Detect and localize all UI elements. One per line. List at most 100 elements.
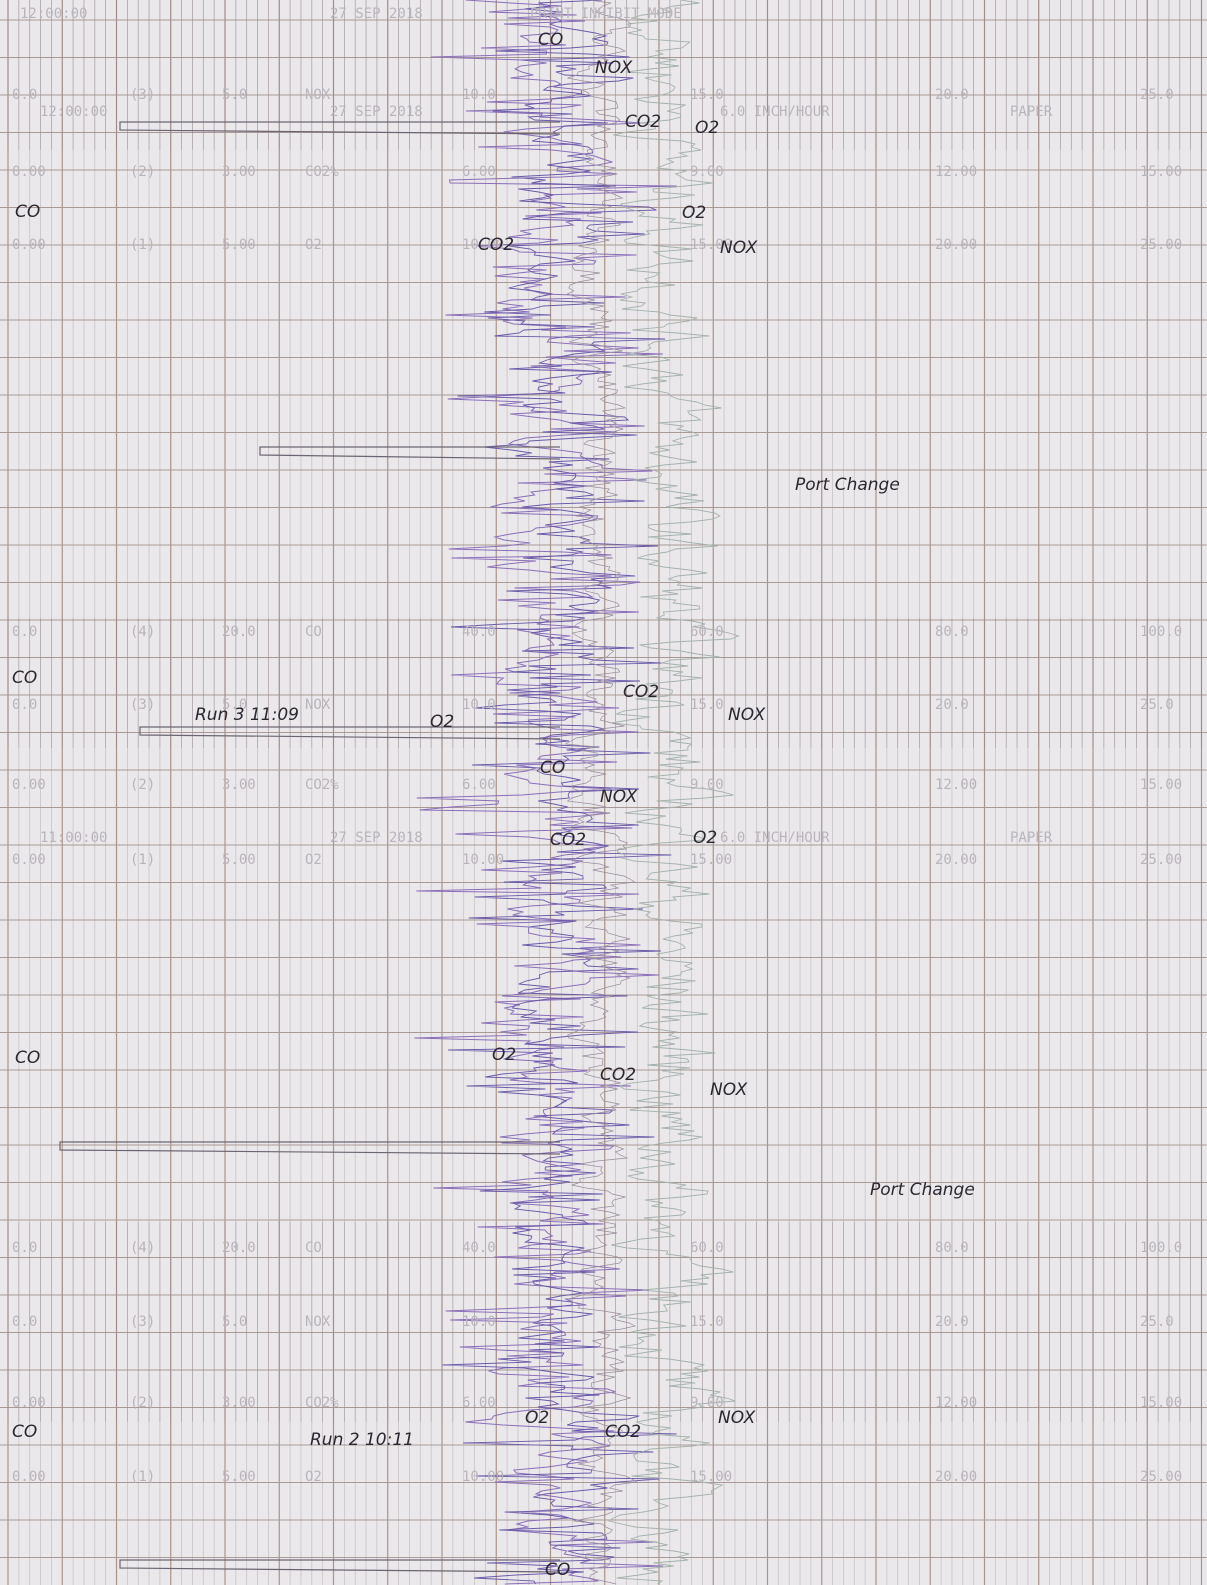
annotation: O2 <box>695 118 719 138</box>
scale-label: 5.00 <box>222 1469 256 1485</box>
scale-label: PAPER <box>1010 104 1053 120</box>
scale-label: 20.00 <box>935 1469 977 1485</box>
scale-label: 25.0 <box>1140 87 1174 103</box>
scale-label: 3.00 <box>222 777 256 793</box>
scale-label: 0.00 <box>12 777 46 793</box>
scale-label: (3) <box>130 1314 155 1330</box>
annotation: Run 2 10:11 <box>310 1430 414 1450</box>
scale-label: 25.00 <box>1140 237 1182 253</box>
scale-label: 12.00 <box>935 1395 977 1411</box>
annotation: Port Change <box>870 1180 975 1200</box>
scale-label: 20.0 <box>935 1314 969 1330</box>
scale-label: (1) <box>130 237 155 253</box>
scale-label: 25.0 <box>1140 1314 1174 1330</box>
header-mode: PRINT INHIBIT MODE <box>530 6 682 22</box>
annotation: CO <box>12 1422 37 1442</box>
annotation: O2 <box>525 1408 549 1428</box>
scale-label: 12.00 <box>935 164 977 180</box>
scale-label: 80.0 <box>935 1240 969 1256</box>
scale-label: CO2% <box>305 1395 339 1411</box>
scale-label: NOX <box>305 1314 331 1330</box>
annotation: Run 3 11:09 <box>195 705 299 725</box>
scale-label: (3) <box>130 87 155 103</box>
header-date: 27 SEP 2018 <box>330 6 423 22</box>
scale-label: 0.00 <box>12 1395 46 1411</box>
scale-label: 3.00 <box>222 164 256 180</box>
header-time: 12:00:00 <box>20 6 87 22</box>
annotation: O2 <box>492 1045 516 1065</box>
annotation: CO2 <box>550 830 586 850</box>
scale-label: 15.00 <box>690 852 732 868</box>
scale-label: 25.0 <box>1140 697 1174 713</box>
annotation: NOX <box>595 58 633 78</box>
scale-label: 6.0 INCH/HOUR <box>720 104 830 120</box>
scale-label: (4) <box>130 624 155 640</box>
annotation: CO2 <box>625 112 661 132</box>
scale-label: 0.00 <box>12 852 46 868</box>
scale-label: (4) <box>130 1240 155 1256</box>
scale-label: 11:00:00 <box>40 830 107 846</box>
scale-label: 60.0 <box>690 624 724 640</box>
scale-label: 25.00 <box>1140 1469 1182 1485</box>
scale-label: 5.00 <box>222 237 256 253</box>
scale-label: 0.0 <box>12 624 37 640</box>
scale-label: CO <box>305 624 322 640</box>
scale-label: 6.00 <box>462 777 496 793</box>
scale-label: O2 <box>305 237 322 253</box>
annotation: CO2 <box>623 682 659 702</box>
scale-label: CO2% <box>305 164 339 180</box>
scale-label: 100.0 <box>1140 624 1182 640</box>
scale-label: O2 <box>305 1469 322 1485</box>
scale-label: O2 <box>305 852 322 868</box>
annotation: CO <box>12 668 37 688</box>
scale-label: (3) <box>130 697 155 713</box>
scale-label: 20.0 <box>222 1240 256 1256</box>
scale-label: 15.00 <box>690 1469 732 1485</box>
scale-label: PAPER <box>1010 830 1053 846</box>
annotation: Port Change <box>795 475 900 495</box>
scale-label: 80.0 <box>935 624 969 640</box>
scale-label: 5.00 <box>222 852 256 868</box>
scale-label: 0.0 <box>12 87 37 103</box>
scale-label: 60.0 <box>690 1240 724 1256</box>
scale-label: 6.00 <box>462 164 496 180</box>
scale-label: (1) <box>130 1469 155 1485</box>
scale-label: 15.0 <box>690 87 724 103</box>
scale-label: NOX <box>305 697 331 713</box>
annotation: O2 <box>682 203 706 223</box>
scale-label: 0.0 <box>12 697 37 713</box>
annotation: O2 <box>693 828 717 848</box>
scale-label: 0.00 <box>12 237 46 253</box>
scale-label: 3.00 <box>222 1395 256 1411</box>
scale-label: 40.0 <box>462 624 496 640</box>
scale-label: 10.0 <box>462 1314 496 1330</box>
scale-label: 12:00:00 <box>40 104 107 120</box>
annotation: O2 <box>430 712 454 732</box>
scale-label: 15.0 <box>690 697 724 713</box>
annotation: NOX <box>600 787 638 807</box>
scale-label: 10.00 <box>462 852 504 868</box>
annotation: CO <box>545 1560 570 1580</box>
scale-label: 20.0 <box>935 697 969 713</box>
scale-label: (1) <box>130 852 155 868</box>
scale-label: 15.00 <box>1140 164 1182 180</box>
annotation: CO2 <box>600 1065 636 1085</box>
scale-label: 27 SEP 2018 <box>330 830 423 846</box>
scale-label: (2) <box>130 164 155 180</box>
annotation: NOX <box>718 1408 756 1428</box>
annotation: NOX <box>720 238 758 258</box>
scale-label: 6.0 INCH/HOUR <box>720 830 830 846</box>
annotation: CO <box>15 1048 40 1068</box>
scale-label: 15.00 <box>1140 777 1182 793</box>
scale-label: 6.00 <box>462 1395 496 1411</box>
scale-label: NOX <box>305 87 331 103</box>
scale-label: 0.00 <box>12 1469 46 1485</box>
annotation: CO2 <box>478 235 514 255</box>
annotation: CO2 <box>605 1422 641 1442</box>
scale-label: 10.0 <box>462 697 496 713</box>
scale-label: 5.0 <box>222 1314 247 1330</box>
scale-label: CO2% <box>305 777 339 793</box>
scale-label: 0.00 <box>12 164 46 180</box>
scale-label: 15.00 <box>1140 1395 1182 1411</box>
scale-label: CO <box>305 1240 322 1256</box>
